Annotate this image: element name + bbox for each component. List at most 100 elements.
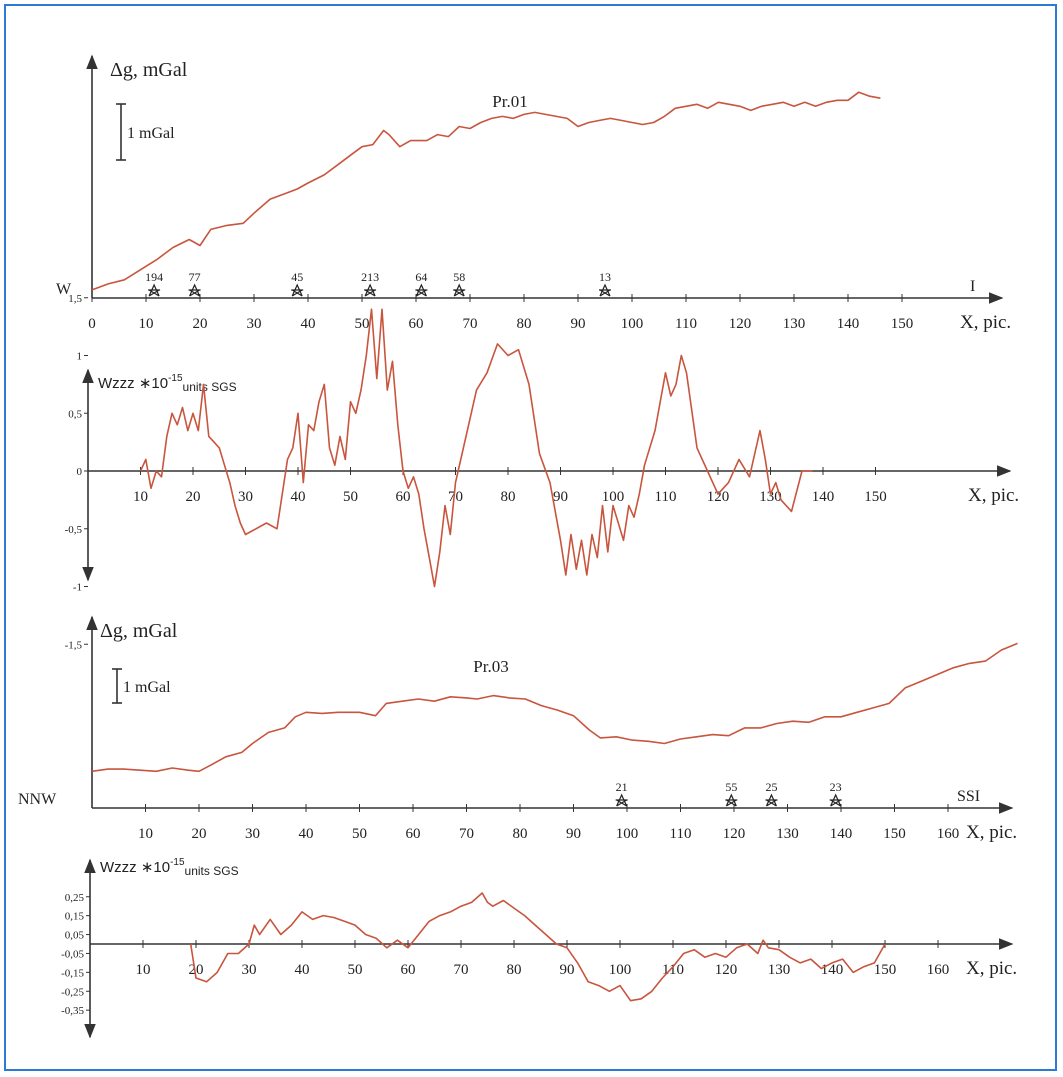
y-tick-label: 0,15 bbox=[65, 911, 85, 923]
data-curve bbox=[139, 308, 813, 588]
x-tick-label: 150 bbox=[883, 826, 906, 842]
x-tick-label: 110 bbox=[662, 962, 684, 978]
x-tick-label: 120 bbox=[715, 962, 738, 978]
profile-title: Pr.03 bbox=[473, 657, 508, 676]
y-axis-label: Wzzz ∗10-15units SGS bbox=[98, 373, 237, 394]
well-marker bbox=[765, 793, 778, 807]
data-curve bbox=[91, 91, 881, 291]
y-tick-label: -0,5 bbox=[65, 524, 83, 536]
y-tick-label: 0,05 bbox=[65, 930, 85, 942]
x-tick-label: 90 bbox=[571, 316, 586, 332]
profile-start-label: NNW bbox=[18, 791, 57, 808]
well-marker-label: 77 bbox=[189, 270, 201, 284]
x-axis-label: X, pic. bbox=[966, 958, 1017, 979]
x-tick-label: 80 bbox=[517, 316, 532, 332]
x-tick-label: 130 bbox=[783, 316, 806, 332]
y-tick-label: 1 bbox=[77, 351, 83, 363]
x-tick-label: 100 bbox=[616, 826, 639, 842]
y-tick-label: 1,5 bbox=[68, 293, 82, 305]
x-tick-label: 80 bbox=[501, 489, 516, 505]
x-tick-label: 50 bbox=[352, 826, 367, 842]
well-marker-label: 55 bbox=[725, 780, 737, 794]
x-tick-label: 20 bbox=[193, 316, 208, 332]
well-marker-label: 23 bbox=[830, 780, 842, 794]
well-marker-label: 58 bbox=[453, 270, 465, 284]
profile-start-label: W bbox=[56, 281, 72, 298]
y-axis-label-mult: ∗10 bbox=[141, 859, 170, 876]
x-tick-label: 20 bbox=[186, 489, 201, 505]
x-tick-label: 110 bbox=[670, 826, 692, 842]
y-axis-label-exp: -15 bbox=[168, 373, 183, 384]
x-tick-label: 140 bbox=[837, 316, 860, 332]
scale-bar-label: 1 mGal bbox=[127, 125, 175, 142]
y-axis-label-name: Wzzz bbox=[98, 375, 139, 392]
y-axis-label-name: Wzzz bbox=[100, 859, 141, 876]
x-tick-label: 30 bbox=[245, 826, 260, 842]
x-tick-label: 130 bbox=[768, 962, 791, 978]
x-tick-label: 40 bbox=[291, 489, 306, 505]
x-tick-label: 20 bbox=[192, 826, 207, 842]
y-tick-label: -1 bbox=[73, 582, 82, 594]
x-tick-label: 30 bbox=[247, 316, 262, 332]
profile-end-label: SSI bbox=[957, 788, 980, 805]
y-axis-label: Δg, mGal bbox=[100, 620, 178, 642]
x-tick-label: 60 bbox=[409, 316, 424, 332]
x-tick-label: 60 bbox=[401, 962, 416, 978]
well-marker bbox=[453, 283, 466, 297]
x-axis-label: X, pic. bbox=[968, 485, 1019, 506]
x-tick-label: 70 bbox=[459, 826, 474, 842]
x-tick-label: 90 bbox=[566, 826, 581, 842]
x-tick-label: 60 bbox=[406, 826, 421, 842]
x-tick-label: 40 bbox=[301, 316, 316, 332]
x-tick-label: 10 bbox=[139, 316, 154, 332]
x-tick-label: 80 bbox=[507, 962, 522, 978]
x-tick-label: 140 bbox=[821, 962, 844, 978]
x-tick-label: 50 bbox=[348, 962, 363, 978]
chart-panel-1: 0 10 20 30 40 50 60 70 80 90 100 110 120 130 140 150 X, … bbox=[56, 54, 1011, 333]
data-curve bbox=[91, 642, 1018, 773]
x-axis-label: X, pic. bbox=[960, 312, 1011, 333]
profile-title: Pr.01 bbox=[492, 92, 527, 111]
y-axis-label: Wzzz ∗10-15units SGS bbox=[100, 857, 239, 878]
x-tick-label: 120 bbox=[729, 316, 752, 332]
y-axis-label-units: units SGS bbox=[185, 864, 239, 878]
x-tick-label: 120 bbox=[707, 489, 730, 505]
y-tick-label: 0,5 bbox=[68, 408, 82, 420]
x-tick-label: 130 bbox=[759, 489, 782, 505]
scale-bar-label: 1 mGal bbox=[123, 679, 171, 696]
y-axis-label: Δg, mGal bbox=[110, 59, 188, 81]
x-tick-label: 140 bbox=[812, 489, 835, 505]
x-tick-label: 150 bbox=[864, 489, 887, 505]
x-tick-label: 160 bbox=[927, 962, 950, 978]
x-tick-label: 70 bbox=[454, 962, 469, 978]
x-tick-label: 10 bbox=[133, 489, 148, 505]
well-marker-label: 64 bbox=[415, 270, 427, 284]
x-tick-label: 100 bbox=[609, 962, 632, 978]
y-tick-label: -0,15 bbox=[61, 967, 84, 979]
x-tick-label: 160 bbox=[937, 826, 960, 842]
well-marker bbox=[364, 283, 377, 297]
x-tick-label: 60 bbox=[396, 489, 411, 505]
x-tick-label: 80 bbox=[513, 826, 528, 842]
y-tick-label: 0 bbox=[77, 466, 83, 478]
x-tick-label: 130 bbox=[776, 826, 799, 842]
well-marker bbox=[615, 793, 628, 807]
y-tick-label: -0,25 bbox=[61, 986, 84, 998]
well-marker-label: 25 bbox=[765, 780, 777, 794]
x-tick-label: 110 bbox=[675, 316, 697, 332]
x-tick-label: 70 bbox=[448, 489, 463, 505]
well-marker-label: 21 bbox=[616, 780, 628, 794]
x-tick-label: 50 bbox=[355, 316, 370, 332]
x-tick-label: 120 bbox=[723, 826, 746, 842]
figure-frame bbox=[4, 4, 1057, 1071]
y-tick-label: -0,05 bbox=[61, 948, 84, 960]
x-tick-label: 0 bbox=[88, 316, 96, 332]
x-tick-label: 90 bbox=[560, 962, 575, 978]
y-axis-label-mult: ∗10 bbox=[139, 375, 168, 392]
well-marker bbox=[188, 283, 201, 297]
well-marker bbox=[148, 283, 161, 297]
well-marker-label: 213 bbox=[361, 270, 379, 284]
well-marker bbox=[829, 793, 842, 807]
well-marker bbox=[599, 283, 611, 297]
